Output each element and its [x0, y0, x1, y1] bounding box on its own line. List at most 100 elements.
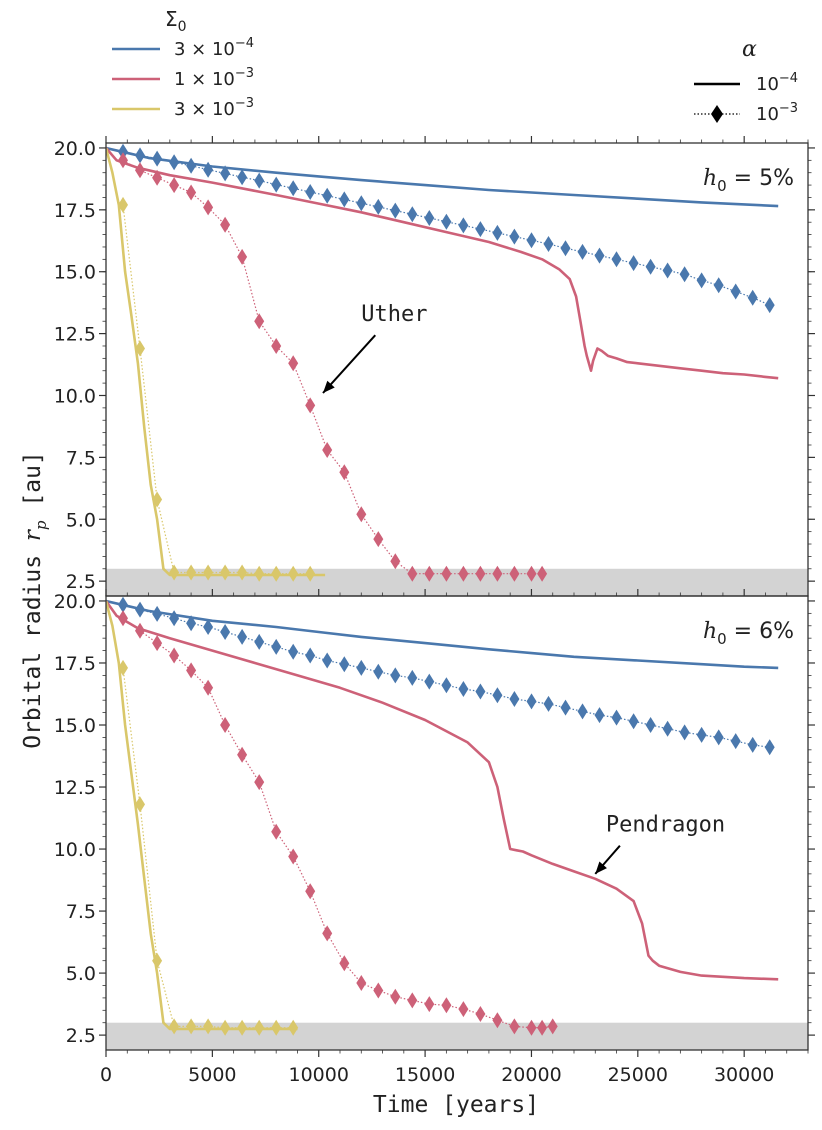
series-line-2 [106, 600, 779, 981]
legend-sigma: Σ0 3 × 10−4 1 × 10−3 3 × 10−3 [112, 7, 254, 120]
series-diamond-point [271, 1019, 282, 1036]
series-diamond-point [169, 154, 180, 171]
series-diamond-point [203, 564, 214, 581]
legend-alpha-label-0: 10−4 [756, 71, 798, 95]
series-diamond-point [118, 143, 128, 160]
plot-area [106, 143, 779, 582]
panel-label: h0 = 5% [703, 166, 794, 195]
series-diamond-point [662, 262, 673, 279]
annotation-label: Pendragon [606, 813, 725, 838]
series-diamond-point [594, 247, 605, 264]
series-line-3 [122, 159, 543, 575]
series-diamond-point [186, 662, 197, 679]
series-diamond-point [220, 165, 231, 182]
series-diamond-point [628, 713, 639, 730]
y-tick-label: 10.0 [54, 839, 96, 861]
legend-alpha-entry-0: 10−4 [694, 71, 798, 95]
x-tick-label: 0 [100, 1064, 112, 1086]
series-diamond-point [152, 952, 163, 969]
series-diamond-point [577, 703, 588, 720]
series-diamond-point [169, 564, 180, 581]
series-diamond-point [492, 687, 503, 704]
series-diamond-point [220, 564, 231, 581]
series-diamond-point [169, 1018, 180, 1035]
series-diamond-point [237, 248, 248, 265]
y-tick-label: 10.0 [54, 385, 96, 407]
series-line-1 [122, 604, 770, 748]
series-diamond-point [169, 610, 180, 627]
legend-alpha: α 10−4 10−3 [694, 37, 798, 125]
series-diamond-point [424, 996, 435, 1013]
series-line-5 [122, 204, 311, 575]
series-diamond-point [509, 1018, 520, 1035]
series-diamond-point [356, 975, 367, 991]
series-line-5 [122, 667, 294, 1029]
series-diamond-point [186, 615, 197, 632]
series-diamond-point [458, 681, 469, 697]
annotation-arrow-head-icon [322, 380, 335, 394]
series-diamond-point [509, 691, 520, 707]
legend-sigma-entry-0: 3 × 10−4 [112, 36, 254, 60]
series-diamond-point [288, 565, 299, 582]
series-diamond-point [220, 216, 231, 233]
series-diamond-point [537, 1019, 548, 1036]
y-tick-label: 5.0 [66, 963, 96, 985]
annotation-arrow-head-icon [595, 861, 607, 874]
series-diamond-point [645, 717, 656, 733]
series-diamond-point [237, 1019, 248, 1036]
series-diamond-point [696, 726, 707, 743]
series-line-4 [106, 600, 298, 1031]
series-diamond-point [135, 622, 145, 639]
series-diamond-point [254, 172, 265, 189]
series-diamond-point [118, 610, 128, 627]
series-diamond-point [203, 161, 214, 178]
series-diamond-point [118, 596, 128, 613]
series-diamond-point [186, 1018, 197, 1035]
series-diamond-point [475, 221, 486, 238]
x-tick-label: 30000 [714, 1064, 774, 1086]
series-diamond-point [152, 605, 163, 622]
series-diamond-point [441, 565, 452, 582]
series-diamond-point [135, 601, 145, 618]
legend-sigma-entry-1: 1 × 10−3 [112, 66, 254, 90]
series-diamond-point [611, 709, 622, 726]
series-diamond-point [475, 565, 486, 582]
legend-sigma-label-2: 3 × 10−3 [174, 96, 254, 120]
series-diamond-point [356, 195, 367, 212]
x-tick-label: 20000 [501, 1064, 561, 1086]
series-diamond-point [237, 169, 248, 186]
series-diamond-point [594, 707, 605, 724]
annotation-label: Uther [361, 302, 427, 327]
series-diamond-point [713, 277, 724, 294]
series-diamond-point [390, 553, 401, 570]
panel-label-sub: 0 [717, 177, 727, 195]
series-diamond-point [356, 659, 367, 676]
series-diamond-point [135, 147, 145, 164]
series-diamond-point [764, 739, 775, 756]
y-tick-label: 12.5 [54, 777, 96, 799]
series-diamond-point [237, 628, 248, 645]
panel-h0-6: 2.5 5.0 7.5 10.0 12.5 15.0 17.5 20.0 h0 = 6% Pend… [54, 589, 815, 1057]
series-diamond-point [713, 729, 724, 746]
series-diamond-point [475, 1006, 486, 1022]
series-diamond-point [509, 228, 520, 245]
series-diamond-point [679, 724, 690, 741]
series-diamond-point [152, 635, 163, 652]
legend-sigma-title: Σ0 [165, 7, 187, 35]
series-diamond-point [492, 224, 503, 241]
series-diamond-point [288, 1019, 299, 1036]
series-diamond-point [373, 198, 384, 215]
series-diamond-point [356, 506, 367, 523]
series-diamond-point [322, 442, 333, 458]
legend-sigma-entry-2: 3 × 10−3 [112, 96, 254, 120]
series-diamond-point [373, 531, 384, 548]
y-tick-label: 20.0 [54, 138, 96, 160]
y-axis-label: Orbital radius rp [au] [20, 451, 50, 749]
legend-alpha-entry-1: 10−3 [694, 101, 798, 125]
y-tick-label: 2.5 [66, 1025, 96, 1047]
series-diamond-point [373, 982, 384, 999]
series-diamond-point [458, 565, 469, 582]
legend-sigma-label-0: 3 × 10−4 [174, 36, 254, 60]
y-tick-label: 12.5 [54, 324, 96, 346]
series-diamond-point [679, 266, 690, 283]
